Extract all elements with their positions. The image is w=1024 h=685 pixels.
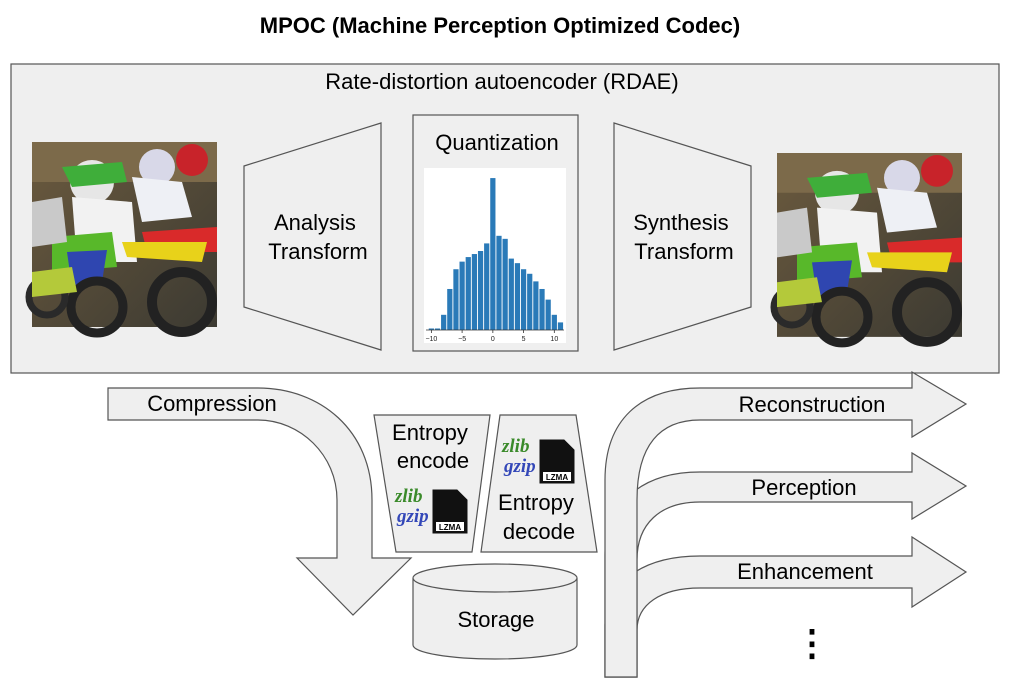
histogram-tick-label: −10 xyxy=(425,336,437,343)
entropy-encode-label: Entropy encode xyxy=(392,420,474,473)
compression-arrow xyxy=(107,387,413,616)
histogram-bar xyxy=(527,273,533,330)
more-outputs-ellipsis: ⋮ xyxy=(794,622,830,663)
gzip-logo: gzip xyxy=(503,456,536,477)
histogram-bar xyxy=(477,251,484,330)
rdae-label: Rate-distortion autoencoder (RDAE) xyxy=(325,69,678,94)
histogram-bar xyxy=(441,314,447,330)
histogram-tick-label: 10 xyxy=(550,336,558,343)
output-label-reconstruction: Reconstruction xyxy=(739,392,886,417)
analysis-transform-block xyxy=(243,122,382,351)
histogram-bar xyxy=(459,261,465,330)
entropy-decode-label: Entropy decode xyxy=(498,490,580,544)
histogram-bar xyxy=(434,328,441,330)
lzma-label: LZMA xyxy=(439,523,461,532)
histogram-bar xyxy=(508,258,514,330)
histogram-bar xyxy=(428,328,434,330)
histogram-bar xyxy=(484,243,490,330)
quantization-histogram: −10 −5 0 5 10 xyxy=(425,178,564,343)
output-image xyxy=(774,153,962,343)
histogram-bar xyxy=(496,235,502,330)
analysis-transform-label: Analysis Transform xyxy=(268,210,367,264)
synthesis-transform-label: Synthesis Transform xyxy=(633,210,735,264)
histogram-bar xyxy=(453,269,459,330)
histogram-bar xyxy=(490,178,496,330)
histogram-tick-label: 5 xyxy=(522,336,526,343)
zlib-logo: zlib xyxy=(394,486,422,507)
histogram-bar xyxy=(447,288,453,330)
enhancement-arrow xyxy=(604,535,968,678)
lzma-label: LZMA xyxy=(546,473,568,482)
histogram-tick-label: 0 xyxy=(491,336,495,343)
reconstruction-arrow xyxy=(604,370,968,678)
output-label-perception: Perception xyxy=(751,475,856,500)
quantization-label: Quantization xyxy=(435,130,559,155)
histogram-bar xyxy=(514,263,521,330)
input-image xyxy=(29,142,217,333)
synthesis-transform-block xyxy=(613,122,752,351)
output-label-enhancement: Enhancement xyxy=(737,559,873,584)
histogram-bar xyxy=(471,254,478,330)
histogram-bar xyxy=(465,257,471,330)
histogram-bar xyxy=(533,281,539,330)
histogram-bar xyxy=(520,269,527,330)
histogram-bar xyxy=(539,288,545,330)
histogram-bar xyxy=(557,322,564,330)
compression-logos-decode: zlib gzip LZMA xyxy=(501,436,575,484)
storage-label: Storage xyxy=(457,607,534,632)
storage-cylinder xyxy=(412,563,578,660)
diagram-title: MPOC (Machine Perception Optimized Codec… xyxy=(260,13,740,38)
zlib-logo: zlib xyxy=(501,436,529,457)
histogram-bar xyxy=(502,238,508,330)
compression-label: Compression xyxy=(147,391,277,416)
histogram-bar xyxy=(545,299,551,330)
compression-logos-encode: zlib gzip LZMA xyxy=(394,486,468,534)
histogram-tick-label: −5 xyxy=(458,336,466,343)
gzip-logo: gzip xyxy=(396,506,429,527)
histogram-bar xyxy=(551,314,557,330)
